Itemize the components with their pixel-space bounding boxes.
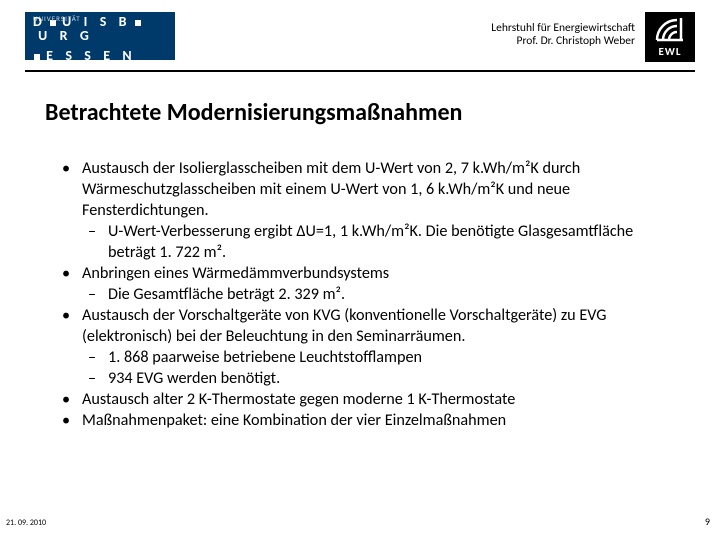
footer-date: 21. 09. 2010	[6, 518, 46, 528]
list-item: Austausch der Vorschaltgeräte von KVG (k…	[60, 305, 680, 389]
bullet-text: Austausch alter 2 K-Thermostate gegen mo…	[82, 390, 515, 409]
sub-item: U-Wert-Verbesserung ergibt ΔU=1, 1 k.Wh/…	[82, 221, 680, 263]
chair-line2: Prof. Dr. Christoph Weber	[491, 35, 635, 48]
list-item: Austausch alter 2 K-Thermostate gegen mo…	[60, 389, 680, 410]
ewl-text: EWL	[659, 45, 682, 58]
bullet-text: Austausch der Vorschaltgeräte von KVG (k…	[82, 306, 606, 346]
header-right: Lehrstuhl für Energiewirtschaft Prof. Dr…	[491, 12, 695, 62]
footer-page: 9	[705, 515, 710, 528]
sub-item: Die Gesamtfläche beträgt 2. 329 m².	[82, 284, 680, 305]
logo-line2: E S S E N	[33, 49, 175, 63]
header-rule	[25, 70, 695, 72]
chair-text: Lehrstuhl für Energiewirtschaft Prof. Dr…	[491, 22, 635, 48]
slide-content: Austausch der Isolierglasscheiben mit de…	[60, 158, 680, 431]
ewl-logo: EWL	[645, 12, 695, 62]
slide: UNIVERSITÄT D U I S B U R G E S S E N Le…	[0, 0, 720, 540]
university-logo: UNIVERSITÄT D U I S B U R G E S S E N	[25, 12, 175, 60]
list-item: Anbringen eines Wärmedämmverbundsystems …	[60, 263, 680, 305]
bullet-text: Austausch der Isolierglasscheiben mit de…	[82, 159, 580, 220]
sub-item: 1. 868 paarweise betriebene Leuchtstoffl…	[82, 347, 680, 368]
list-item: Austausch der Isolierglasscheiben mit de…	[60, 158, 680, 263]
sub-list: U-Wert-Verbesserung ergibt ΔU=1, 1 k.Wh/…	[82, 221, 680, 263]
logo-small-text: UNIVERSITÄT	[33, 14, 81, 23]
bullet-list: Austausch der Isolierglasscheiben mit de…	[60, 158, 680, 431]
ewl-arcs-icon	[653, 16, 687, 42]
bullet-text: Anbringen eines Wärmedämmverbundsystems	[82, 264, 389, 283]
list-item: Maßnahmenpaket: eine Kombination der vie…	[60, 410, 680, 431]
sub-list: 1. 868 paarweise betriebene Leuchtstoffl…	[82, 347, 680, 389]
bullet-text: Maßnahmenpaket: eine Kombination der vie…	[82, 411, 506, 430]
slide-title: Betrachtete Modernisierungsmaßnahmen	[45, 98, 462, 127]
header: UNIVERSITÄT D U I S B U R G E S S E N Le…	[25, 12, 695, 70]
sub-item: 934 EVG werden benötigt.	[82, 368, 680, 389]
sub-list: Die Gesamtfläche beträgt 2. 329 m².	[82, 284, 680, 305]
